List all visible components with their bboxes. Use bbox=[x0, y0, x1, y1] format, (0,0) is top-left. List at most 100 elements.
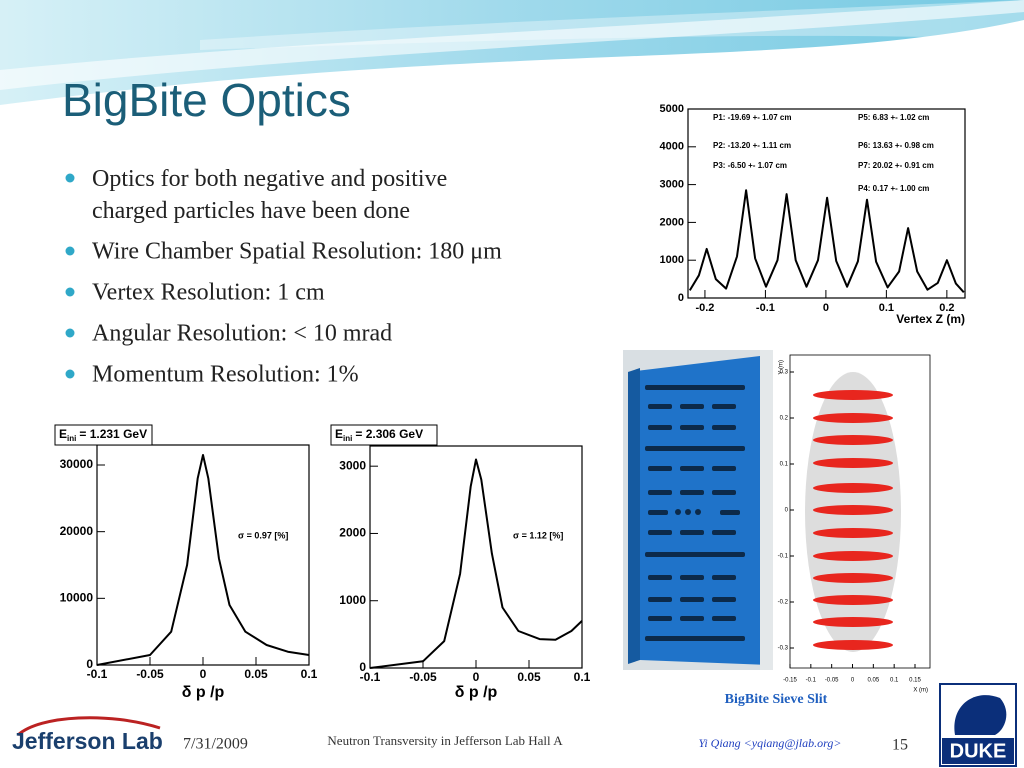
y-tick-label: 0.1 bbox=[780, 462, 789, 468]
x-tick-label: 0.1 bbox=[574, 670, 591, 684]
slot bbox=[712, 466, 736, 471]
slot bbox=[648, 597, 672, 602]
momentum-plot: 0 1000 2000 3000 -0.1 -0.05 0 0.05 0.1 δ p /p Eini… bbox=[330, 424, 591, 701]
y-tick-label: 0.2 bbox=[780, 416, 789, 422]
x-axis-label: X (m) bbox=[913, 688, 928, 694]
slot bbox=[648, 510, 668, 515]
y-tick-label: 2000 bbox=[339, 526, 366, 540]
slot bbox=[645, 552, 745, 557]
x-tick-label: -0.1 bbox=[87, 667, 108, 681]
x-tick-label: 0.1 bbox=[879, 302, 894, 314]
scatter-band bbox=[813, 528, 893, 538]
y-tick-label: 0 bbox=[785, 508, 789, 514]
slot bbox=[645, 385, 745, 390]
x-tick-label: 0.05 bbox=[244, 667, 268, 681]
x-tick-label: 0.1 bbox=[890, 678, 899, 684]
slot bbox=[712, 490, 736, 495]
vertex-plot: 0 1000 2000 3000 4000 5000 -0.2 -0.1 0 0.1 0.2Vert… bbox=[648, 100, 970, 328]
slot bbox=[712, 425, 736, 430]
x-tick-label: -0.05 bbox=[825, 678, 839, 684]
y-tick-label: 0 bbox=[359, 660, 366, 674]
bullet-text: Optics for both negative and positive cha… bbox=[92, 166, 447, 224]
x-tick-label: 0.2 bbox=[939, 302, 954, 314]
scatter-band bbox=[813, 617, 893, 627]
y-tick-label: -0.2 bbox=[778, 600, 789, 606]
scatter-band bbox=[813, 505, 893, 515]
fit-annotation: P7: 20.02 +- 0.91 cm bbox=[858, 161, 934, 170]
x-tick-label: -0.15 bbox=[783, 678, 797, 684]
y-tick-label: -0.1 bbox=[778, 554, 789, 560]
scatter-band bbox=[813, 483, 893, 493]
bullet-text: Vertex Resolution: 1 cm bbox=[92, 280, 325, 306]
slot bbox=[680, 530, 704, 535]
x-tick-label: 0 bbox=[473, 670, 480, 684]
bullet-dot bbox=[65, 173, 75, 183]
slot bbox=[645, 446, 745, 451]
energy-box bbox=[54, 424, 153, 446]
slot bbox=[712, 616, 736, 621]
slot bbox=[680, 466, 704, 471]
y-tick-label: 0 bbox=[86, 657, 93, 671]
slot bbox=[720, 510, 740, 515]
scatter-band bbox=[813, 458, 893, 468]
sigma-label: σ = 1.12 [%] bbox=[513, 530, 563, 540]
bullet-dot bbox=[65, 287, 75, 297]
slot bbox=[648, 466, 672, 471]
slot bbox=[645, 636, 745, 641]
slot bbox=[680, 616, 704, 621]
data-line bbox=[688, 189, 965, 293]
footer-talk: Neutron Transversity in Jefferson Lab Ha… bbox=[327, 733, 563, 748]
bullet-text: Angular Resolution: < 10 mrad bbox=[92, 321, 392, 347]
x-tick-label: -0.1 bbox=[360, 670, 381, 684]
fit-annotation: P4: 0.17 +- 1.00 cm bbox=[858, 184, 929, 193]
bullet-text: Momentum Resolution: 1% bbox=[92, 362, 359, 388]
fit-annotation: P1: -19.69 +- 1.07 cm bbox=[713, 113, 792, 122]
slot bbox=[648, 404, 672, 409]
scatter-band bbox=[813, 595, 893, 605]
footer: Jefferson Lab 7/31/2009 Neutron Transver… bbox=[12, 683, 1017, 767]
energy-box bbox=[330, 424, 438, 446]
plot-frame bbox=[96, 444, 310, 666]
bullet-text: Wire Chamber Spatial Resolution: 180 μm bbox=[92, 239, 502, 265]
scatter-band bbox=[813, 435, 893, 445]
y-tick-label: 0 bbox=[678, 292, 684, 304]
scatter-cloud bbox=[805, 372, 901, 652]
x-tick-label: -0.05 bbox=[409, 670, 437, 684]
x-tick-label: 0 bbox=[823, 302, 829, 314]
scatter-band bbox=[813, 573, 893, 583]
sigma-label: σ = 0.97 [%] bbox=[238, 530, 288, 540]
hole bbox=[675, 509, 681, 515]
slot bbox=[680, 575, 704, 580]
y-tick-label: 20000 bbox=[60, 524, 94, 538]
scatter-band bbox=[813, 551, 893, 561]
y-tick-label: 2000 bbox=[660, 216, 684, 228]
slot bbox=[680, 597, 704, 602]
slot bbox=[648, 490, 672, 495]
slot bbox=[680, 425, 704, 430]
fit-annotation: P5: 6.83 +- 1.02 cm bbox=[858, 113, 929, 122]
fit-annotation: P6: 13.63 +- 0.98 cm bbox=[858, 141, 934, 150]
scatter-band bbox=[813, 413, 893, 423]
hole bbox=[685, 509, 691, 515]
y-tick-label: 1000 bbox=[339, 593, 366, 607]
x-tick-label: -0.1 bbox=[806, 678, 817, 684]
x-tick-label: -0.2 bbox=[695, 302, 714, 314]
y-axis-label: Y (m) bbox=[779, 360, 785, 375]
energy-subscript: ini bbox=[343, 434, 352, 443]
slot bbox=[680, 490, 704, 495]
y-tick-label: 1000 bbox=[660, 254, 684, 266]
energy-subscript: ini bbox=[67, 434, 76, 443]
scatter-band bbox=[813, 390, 893, 400]
energy-text: = 2.306 GeV bbox=[355, 427, 423, 441]
x-axis-label: Vertex Z (m) bbox=[896, 312, 965, 326]
energy-text: = 1.231 GeV bbox=[79, 427, 147, 441]
x-tick-label: 0 bbox=[200, 667, 207, 681]
bullet-dot bbox=[65, 328, 75, 338]
slot bbox=[712, 597, 736, 602]
slide-title: BigBite Optics bbox=[62, 74, 351, 126]
x-axis-label: δ p /p bbox=[182, 684, 225, 701]
slot bbox=[712, 575, 736, 580]
bullet-dot bbox=[65, 246, 75, 256]
x-tick-label: 0.15 bbox=[909, 678, 921, 684]
